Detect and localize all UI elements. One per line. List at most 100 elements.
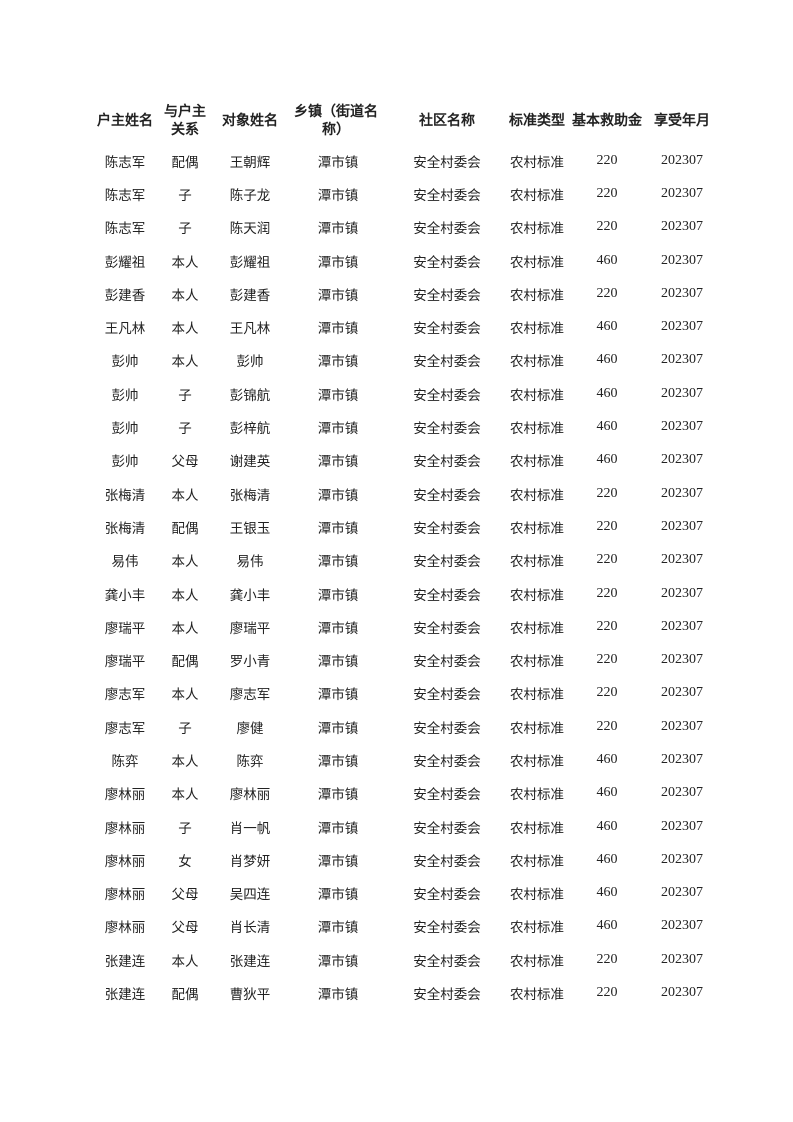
cell-relation: 配偶	[171, 520, 199, 537]
cell-householder-name: 张梅清	[104, 520, 146, 537]
cell-standard-type: 农村标准	[510, 287, 564, 304]
cell-householder-name: 张建连	[104, 987, 146, 1004]
cell-period: 202307	[661, 585, 703, 601]
table-row: 彭建香 本人 彭建香 潭市镇 安全村委会 农村标准 220 202307	[93, 277, 719, 310]
cell-community: 安全村委会	[413, 387, 481, 404]
cell-period: 202307	[661, 419, 703, 435]
cell-basic-allowance: 220	[596, 185, 618, 201]
cell-recipient-name: 陈子龙	[229, 187, 271, 204]
cell-standard-type: 农村标准	[510, 753, 564, 770]
cell-basic-allowance: 220	[596, 585, 618, 601]
cell-basic-allowance: 460	[596, 851, 618, 867]
table-row: 彭帅 本人 彭帅 潭市镇 安全村委会 农村标准 460 202307	[93, 344, 719, 377]
cell-recipient-name: 廖瑞平	[229, 620, 271, 637]
cell-basic-allowance: 220	[596, 152, 618, 168]
cell-relation: 子	[178, 387, 192, 404]
cell-period: 202307	[661, 618, 703, 634]
cell-township: 潭市镇	[317, 753, 359, 770]
cell-community: 安全村委会	[413, 254, 481, 271]
cell-standard-type: 农村标准	[510, 687, 564, 704]
cell-township: 潭市镇	[317, 687, 359, 704]
cell-relation: 本人	[171, 753, 199, 770]
cell-standard-type: 农村标准	[510, 520, 564, 537]
cell-community: 安全村委会	[413, 421, 481, 438]
cell-basic-allowance: 220	[596, 652, 618, 668]
cell-standard-type: 农村标准	[510, 187, 564, 204]
table-row: 彭帅 子 彭锦航 潭市镇 安全村委会 农村标准 460 202307	[93, 377, 719, 410]
cell-relation: 本人	[171, 321, 199, 338]
header-row: 户主姓名 与户主关系 对象姓名 乡镇（街道名称） 社区名称 标准类型 基本救助金…	[93, 98, 719, 144]
cell-community: 安全村委会	[413, 187, 481, 204]
cell-township: 潭市镇	[317, 387, 359, 404]
table-row: 廖志军 本人 廖志军 潭市镇 安全村委会 农村标准 220 202307	[93, 677, 719, 710]
cell-township: 潭市镇	[317, 487, 359, 504]
cell-period: 202307	[661, 951, 703, 967]
cell-community: 安全村委会	[413, 953, 481, 970]
cell-township: 潭市镇	[317, 554, 359, 571]
cell-recipient-name: 王朝辉	[229, 154, 271, 171]
table-row: 廖瑞平 本人 廖瑞平 潭市镇 安全村委会 农村标准 220 202307	[93, 610, 719, 643]
cell-community: 安全村委会	[413, 354, 481, 371]
cell-relation: 本人	[171, 953, 199, 970]
cell-recipient-name: 易伟	[236, 554, 264, 571]
cell-standard-type: 农村标准	[510, 887, 564, 904]
cell-recipient-name: 张建连	[229, 953, 271, 970]
cell-community: 安全村委会	[413, 987, 481, 1004]
cell-recipient-name: 张梅清	[229, 487, 271, 504]
table-row: 廖林丽 女 肖梦妍 潭市镇 安全村委会 农村标准 460 202307	[93, 843, 719, 876]
cell-recipient-name: 肖梦妍	[229, 853, 271, 870]
cell-relation: 配偶	[171, 154, 199, 171]
table-row: 廖林丽 父母 吴四连 潭市镇 安全村委会 农村标准 460 202307	[93, 877, 719, 910]
cell-period: 202307	[661, 485, 703, 501]
table-row: 易伟 本人 易伟 潭市镇 安全村委会 农村标准 220 202307	[93, 544, 719, 577]
cell-recipient-name: 彭梓航	[229, 421, 271, 438]
cell-period: 202307	[661, 885, 703, 901]
cell-recipient-name: 肖一帆	[229, 820, 271, 837]
cell-community: 安全村委会	[413, 520, 481, 537]
cell-community: 安全村委会	[413, 221, 481, 238]
cell-standard-type: 农村标准	[510, 354, 564, 371]
cell-relation: 本人	[171, 354, 199, 371]
cell-basic-allowance: 460	[596, 452, 618, 468]
cell-relation: 配偶	[171, 654, 199, 671]
cell-relation: 本人	[171, 287, 199, 304]
cell-period: 202307	[661, 352, 703, 368]
table-row: 张梅清 配偶 王银玉 潭市镇 安全村委会 农村标准 220 202307	[93, 510, 719, 543]
cell-relation: 子	[178, 187, 192, 204]
cell-standard-type: 农村标准	[510, 154, 564, 171]
cell-householder-name: 陈志军	[104, 154, 146, 171]
cell-township: 潭市镇	[317, 187, 359, 204]
assistance-table: 户主姓名 与户主关系 对象姓名 乡镇（街道名称） 社区名称 标准类型 基本救助金…	[93, 98, 719, 1010]
cell-relation: 本人	[171, 587, 199, 604]
table-row: 彭耀祖 本人 彭耀祖 潭市镇 安全村委会 农村标准 460 202307	[93, 244, 719, 277]
cell-relation: 子	[178, 820, 192, 837]
cell-standard-type: 农村标准	[510, 254, 564, 271]
cell-householder-name: 彭建香	[104, 287, 146, 304]
cell-period: 202307	[661, 452, 703, 468]
cell-standard-type: 农村标准	[510, 587, 564, 604]
table-row: 陈志军 子 陈子龙 潭市镇 安全村委会 农村标准 220 202307	[93, 177, 719, 210]
cell-community: 安全村委会	[413, 720, 481, 737]
cell-period: 202307	[661, 985, 703, 1001]
cell-township: 潭市镇	[317, 953, 359, 970]
table-row: 彭帅 父母 谢建英 潭市镇 安全村委会 农村标准 460 202307	[93, 444, 719, 477]
cell-community: 安全村委会	[413, 321, 481, 338]
cell-period: 202307	[661, 518, 703, 534]
cell-relation: 本人	[171, 487, 199, 504]
cell-basic-allowance: 460	[596, 918, 618, 934]
cell-standard-type: 农村标准	[510, 221, 564, 238]
cell-basic-allowance: 220	[596, 285, 618, 301]
table-row: 张梅清 本人 张梅清 潭市镇 安全村委会 农村标准 220 202307	[93, 477, 719, 510]
cell-township: 潭市镇	[317, 154, 359, 171]
cell-recipient-name: 陈天润	[229, 221, 271, 238]
cell-township: 潭市镇	[317, 354, 359, 371]
cell-township: 潭市镇	[317, 887, 359, 904]
cell-township: 潭市镇	[317, 654, 359, 671]
cell-basic-allowance: 460	[596, 319, 618, 335]
cell-community: 安全村委会	[413, 154, 481, 171]
cell-township: 潭市镇	[317, 787, 359, 804]
cell-recipient-name: 廖健	[236, 720, 264, 737]
cell-relation: 本人	[171, 620, 199, 637]
table-row: 王凡林 本人 王凡林 潭市镇 安全村委会 农村标准 460 202307	[93, 310, 719, 343]
cell-basic-allowance: 220	[596, 618, 618, 634]
